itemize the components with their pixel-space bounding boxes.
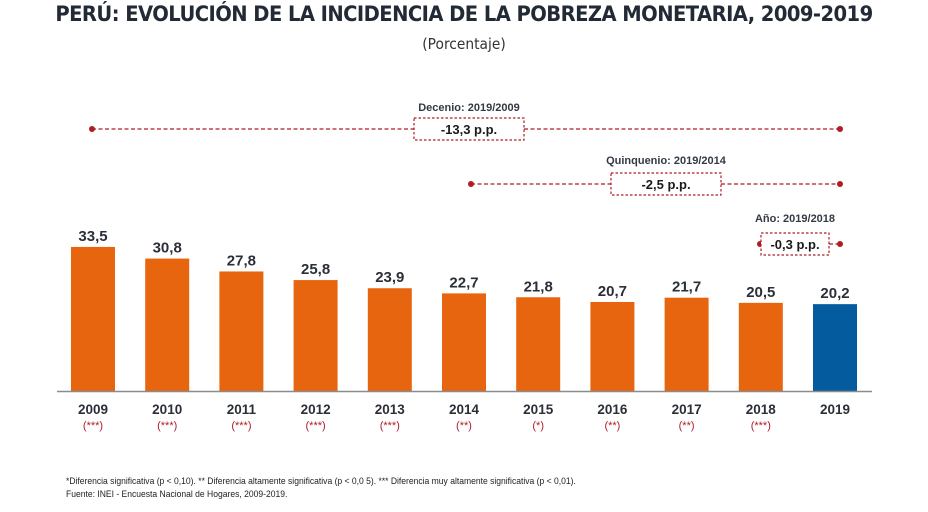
value-label-2017: 21,7: [672, 279, 701, 296]
x-tick-label-2015: 2015: [523, 402, 554, 417]
annotation-box: [610, 172, 722, 196]
annotation-value: -2,5 p.p.: [641, 177, 690, 192]
significance-marker-2011: (***): [231, 420, 251, 432]
source-note: Fuente: INEI - Encuesta Nacional de Hoga…: [66, 489, 288, 499]
value-label-2013: 23,9: [375, 269, 404, 286]
chart-subtitle: (Porcentaje): [422, 35, 506, 53]
bar-2013: [367, 288, 412, 391]
bar-2019: [813, 304, 857, 391]
annotation-3: -0,3 p.p. Año: 2019/2018: [755, 213, 843, 256]
significance-marker-2018: (***): [751, 420, 771, 432]
value-label-2018: 20,5: [746, 284, 775, 301]
bar-2009: [71, 246, 115, 391]
bar-2017: [664, 297, 709, 391]
bar-2016: [590, 301, 635, 391]
value-label-2019: 20,2: [820, 285, 849, 302]
significance-marker-2016: (**): [604, 420, 620, 432]
annotation-dot-end: [837, 181, 843, 187]
annotation-dot-end: [837, 126, 843, 132]
value-label-2015: 21,8: [524, 278, 553, 295]
x-tick-label-2016: 2016: [597, 402, 628, 417]
bar-2015: [516, 297, 561, 391]
x-tick-label-2011: 2011: [227, 402, 257, 417]
value-label-2011: 27,8: [227, 252, 256, 269]
value-label-2016: 20,7: [598, 283, 627, 300]
x-tick-label-2014: 2014: [449, 402, 480, 417]
x-tick-label-2009: 2009: [78, 402, 108, 417]
annotation-label: Quinquenio: 2019/2014: [606, 155, 727, 167]
annotation-dot-start: [89, 126, 95, 132]
x-tick-label-2012: 2012: [301, 402, 331, 417]
annotation-box: [760, 232, 830, 256]
bar-2011: [219, 271, 264, 391]
bar-2014: [442, 293, 486, 391]
significance-marker-2013: (***): [380, 420, 400, 432]
significance-marker-2017: (**): [679, 420, 695, 432]
significance-marker-2012: (***): [306, 420, 326, 432]
x-tick-label-2010: 2010: [152, 402, 182, 417]
value-label-2010: 30,8: [153, 240, 182, 257]
x-tick-label-2013: 2013: [375, 402, 406, 417]
x-tick-label-2017: 2017: [672, 402, 702, 417]
x-tick-label-2019: 2019: [820, 402, 850, 417]
annotation-label: Decenio: 2019/2009: [418, 102, 520, 114]
value-label-2012: 25,8: [301, 261, 330, 278]
significance-marker-2014: (**): [456, 420, 472, 432]
annotation-box: [413, 117, 525, 141]
chart-title: PERÚ: EVOLUCIÓN DE LA INCIDENCIA DE LA P…: [55, 2, 873, 26]
labels: 33,5 2009 (***) 30,8 2010 (***) 27,8 2011 (***) 2…: [78, 228, 850, 432]
annotation-1: -13,3 p.p. Decenio: 2019/2009: [89, 102, 843, 141]
significance-footnote: *Diferencia significativa (p < 0,10). **…: [66, 476, 576, 486]
x-tick-label-2018: 2018: [746, 402, 777, 417]
bars: [71, 246, 857, 391]
value-label-2014: 22,7: [449, 274, 478, 291]
annotation-dot-start: [468, 181, 474, 187]
annotation-value: -13,3 p.p.: [441, 122, 497, 137]
bar-2012: [293, 280, 338, 391]
change-annotations: -13,3 p.p. Decenio: 2019/2009 -2,5 p.p. Qui…: [89, 102, 843, 256]
significance-marker-2009: (***): [83, 420, 103, 432]
annotation-value: -0,3 p.p.: [770, 237, 819, 252]
significance-marker-2010: (***): [157, 420, 177, 432]
bar-2018: [738, 302, 783, 391]
significance-marker-2015: (*): [532, 420, 544, 432]
bar-2010: [145, 258, 190, 391]
value-label-2009: 33,5: [78, 228, 107, 245]
annotation-2: -2,5 p.p. Quinquenio: 2019/2014: [468, 155, 843, 196]
annotation-label: Año: 2019/2018: [755, 213, 835, 225]
annotation-dot-end: [837, 241, 843, 247]
